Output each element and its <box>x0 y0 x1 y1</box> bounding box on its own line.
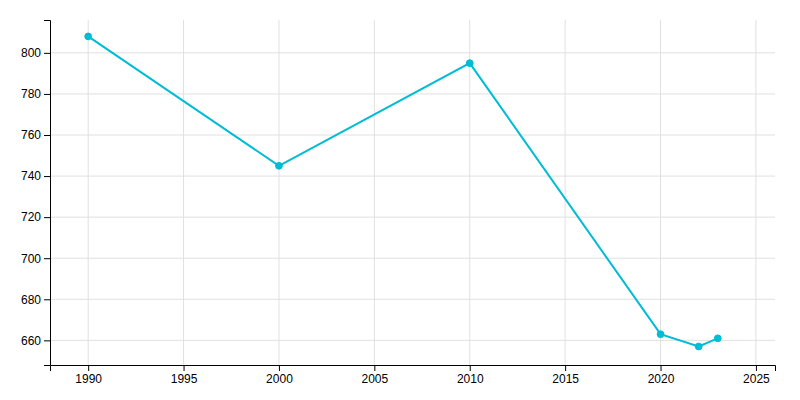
grid-line-x <box>278 20 279 365</box>
x-tick-label: 2020 <box>648 372 675 386</box>
x-tick-mark <box>279 365 280 371</box>
y-tick: 780 <box>21 87 50 101</box>
x-axis: 1990 1995 2000 2005 2010 2015 2020 2025 <box>51 365 776 386</box>
point <box>695 343 702 350</box>
x-tick-label: 2015 <box>552 372 579 386</box>
grid-line-x <box>88 20 89 365</box>
x-axis-line <box>51 366 776 372</box>
line <box>88 36 718 346</box>
grid-line-y <box>50 299 775 300</box>
x-tick-mark <box>88 365 89 371</box>
chart-container: 1990 1995 2000 2005 2010 2015 2020 2025 660 680 70… <box>0 0 800 400</box>
grid-line-y <box>50 340 775 341</box>
point <box>85 33 92 40</box>
y-tick-label: 760 <box>21 128 41 142</box>
x-tick: 2000 <box>266 365 293 386</box>
grid-line-y <box>50 217 775 218</box>
y-tick: 760 <box>21 128 50 142</box>
grid-line-x <box>660 20 661 365</box>
grid-line-x <box>565 20 566 365</box>
y-tick-label: 800 <box>21 46 41 60</box>
x-tick: 2005 <box>361 365 388 386</box>
x-tick-mark <box>470 365 471 371</box>
y-tick: 680 <box>21 293 50 307</box>
point <box>466 60 473 67</box>
y-tick: 720 <box>21 210 50 224</box>
grid <box>50 20 775 365</box>
x-tick-label: 2025 <box>743 372 770 386</box>
x-tick-label: 1995 <box>171 372 198 386</box>
x-tick-mark <box>661 365 662 371</box>
grid-line-x <box>374 20 375 365</box>
x-tick: 2010 <box>457 365 484 386</box>
point <box>276 162 283 169</box>
y-tick-label: 660 <box>21 334 41 348</box>
point <box>714 335 721 342</box>
x-tick-mark <box>756 365 757 371</box>
y-tick-label: 700 <box>21 252 41 266</box>
x-tick: 2015 <box>552 365 579 386</box>
y-tick-label: 680 <box>21 293 41 307</box>
x-tick: 2020 <box>648 365 675 386</box>
y-tick-label: 740 <box>21 169 41 183</box>
y-tick-label: 720 <box>21 210 41 224</box>
y-tick-mark <box>44 217 50 218</box>
grid-line-x <box>183 20 184 365</box>
y-tick-mark <box>44 258 50 259</box>
x-tick: 1995 <box>171 365 198 386</box>
x-tick-mark <box>184 365 185 371</box>
y-axis: 660 680 700 720 740 760 780 800 <box>21 21 51 366</box>
x-tick-label: 2005 <box>361 372 388 386</box>
y-axis-line <box>44 21 51 366</box>
y-tick-mark <box>44 299 50 300</box>
x-tick-mark <box>565 365 566 371</box>
y-tick-mark <box>44 135 50 136</box>
series <box>85 33 721 350</box>
chart-svg: 1990 1995 2000 2005 2010 2015 2020 2025 660 680 70… <box>0 0 800 400</box>
grid-line-y <box>50 135 775 136</box>
x-tick: 1990 <box>75 365 102 386</box>
plot: 1990 1995 2000 2005 2010 2015 2020 2025 660 680 70… <box>21 20 776 386</box>
x-tick-mark <box>374 365 375 371</box>
y-tick-mark <box>44 53 50 54</box>
point <box>657 331 664 338</box>
grid-line-y <box>50 176 775 177</box>
y-tick-label: 780 <box>21 87 41 101</box>
y-tick-mark <box>44 340 50 341</box>
grid-line-y <box>50 258 775 259</box>
grid-line-x <box>755 20 756 365</box>
grid-line-y <box>50 52 775 53</box>
y-tick: 660 <box>21 334 50 348</box>
grid-line-x <box>469 20 470 365</box>
y-tick-mark <box>44 176 50 177</box>
y-tick-mark <box>44 94 50 95</box>
y-tick: 740 <box>21 169 50 183</box>
y-tick: 800 <box>21 46 50 60</box>
x-tick: 2025 <box>743 365 770 386</box>
x-tick-label: 2010 <box>457 372 484 386</box>
y-tick: 700 <box>21 252 50 266</box>
x-tick-label: 1990 <box>75 372 102 386</box>
x-tick-label: 2000 <box>266 372 293 386</box>
